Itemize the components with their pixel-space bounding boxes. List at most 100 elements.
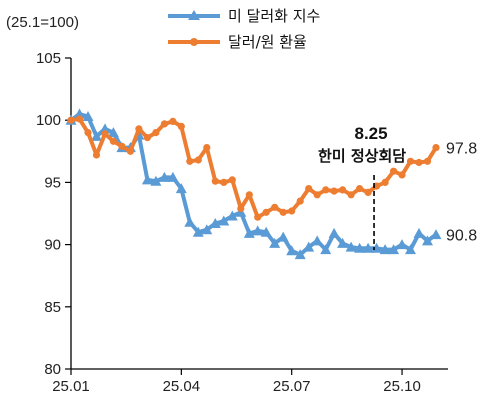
data-point-triangle [269,237,281,248]
data-point-circle [339,186,347,194]
data-point-triangle [379,244,391,255]
data-point-circle [330,187,338,195]
x-axis-ticks: 25.01 25.04 25.07 25.10 [52,369,421,395]
y-tick-label: 100 [36,112,61,129]
data-point-circle [390,167,398,175]
data-point-triangle [286,245,298,256]
legend-label-usd-index: 미 달러화 지수 [228,7,320,25]
data-point-circle [254,213,262,221]
data-point-circle [160,120,168,128]
data-point-triangle [218,215,230,226]
data-point-circle [313,191,321,199]
data-point-triangle [430,229,442,240]
data-point-triangle [413,227,425,238]
data-point-triangle [226,210,238,221]
data-point-circle [305,185,313,193]
data-point-triangle [150,175,162,186]
data-point-circle [406,157,415,165]
data-point-triangle [328,227,340,238]
data-point-circle [228,176,236,184]
data-point-circle [245,191,253,199]
data-point-triangle [252,225,264,236]
data-point-circle [152,129,160,137]
data-point-circle [92,151,101,159]
data-point-triangle [99,123,111,134]
data-point-circle [126,147,134,155]
data-point-triangle [192,226,204,237]
annotation-text: 한미 정상회담 [318,147,406,165]
y-tick-label: 95 [44,174,61,191]
y-tick-label: 105 [36,50,61,67]
data-point-triangle [396,239,408,250]
data-point-circle [177,122,185,130]
x-tick-label: 25.10 [383,378,421,395]
data-point-circle [84,129,92,137]
data-point-circle [279,208,287,216]
data-point-circle [194,156,202,164]
data-point-circle [67,116,75,124]
data-point-triangle [167,171,179,182]
data-point-triangle [320,244,332,255]
data-point-circle [271,203,279,211]
data-point-circle [423,157,432,165]
data-point-circle [237,204,245,213]
data-point-circle [220,178,228,186]
data-point-triangle [82,111,94,121]
annotation: 8.25 한미 정상회담 [318,124,406,250]
data-point-triangle [260,226,272,237]
data-point-circle [415,158,423,167]
data-point-circle [109,137,117,145]
data-point-triangle [184,216,196,227]
data-point-triangle [354,242,366,253]
data-point-triangle [422,235,433,246]
data-point-triangle [345,241,357,252]
annotation-date: 8.25 [354,124,387,143]
data-point-circle [118,142,126,150]
data-point-circle [211,177,219,185]
data-point-circle [135,125,143,133]
data-point-triangle [74,108,85,119]
data-point-circle [322,186,330,194]
data-point-circle [186,157,194,165]
data-point-triangle [294,249,306,260]
legend-item-usd-krw: 달러/원 환율 [168,33,307,51]
end-value-label: 97.8 [446,141,477,158]
data-point-circle [381,178,389,186]
data-point-triangle [243,227,255,238]
legend-label-usd-krw: 달러/원 환율 [228,33,307,51]
x-tick-label: 25.07 [273,378,311,395]
legend-item-usd-index: 미 달러화 지수 [168,7,320,25]
data-point-triangle [405,244,416,255]
y-tick-label: 90 [44,237,61,254]
data-point-triangle [388,244,400,255]
y-axis-ticks: 80 85 90 95 100 105 [36,50,71,378]
data-point-circle [203,144,211,152]
data-point-circle [364,188,372,196]
data-point-triangle [209,218,221,228]
data-point-triangle [337,237,349,248]
data-point-triangle [201,224,213,235]
data-point-triangle [277,231,289,242]
data-point-triangle [141,174,153,185]
data-point-triangle [303,241,315,252]
end-labels: 90.8 97.8 [446,141,477,245]
data-point-triangle [371,242,383,253]
legend: 미 달러화 지수 달러/원 환율 [168,7,320,51]
y-tick-label: 80 [44,361,61,378]
data-point-circle [398,171,406,179]
data-point-circle [347,191,355,199]
data-point-triangle [91,130,102,141]
data-point-circle [169,117,177,125]
data-point-triangle [158,171,170,182]
data-point-circle [356,185,364,193]
legend-triangle-marker-icon [188,10,200,20]
x-tick-label: 25.01 [52,378,90,395]
data-point-circle [262,208,270,216]
data-point-triangle [175,183,187,194]
data-point-circle [75,115,84,123]
data-point-circle [296,197,304,205]
data-point-circle [101,130,109,138]
series-layer [65,108,442,260]
data-point-triangle [311,235,323,246]
